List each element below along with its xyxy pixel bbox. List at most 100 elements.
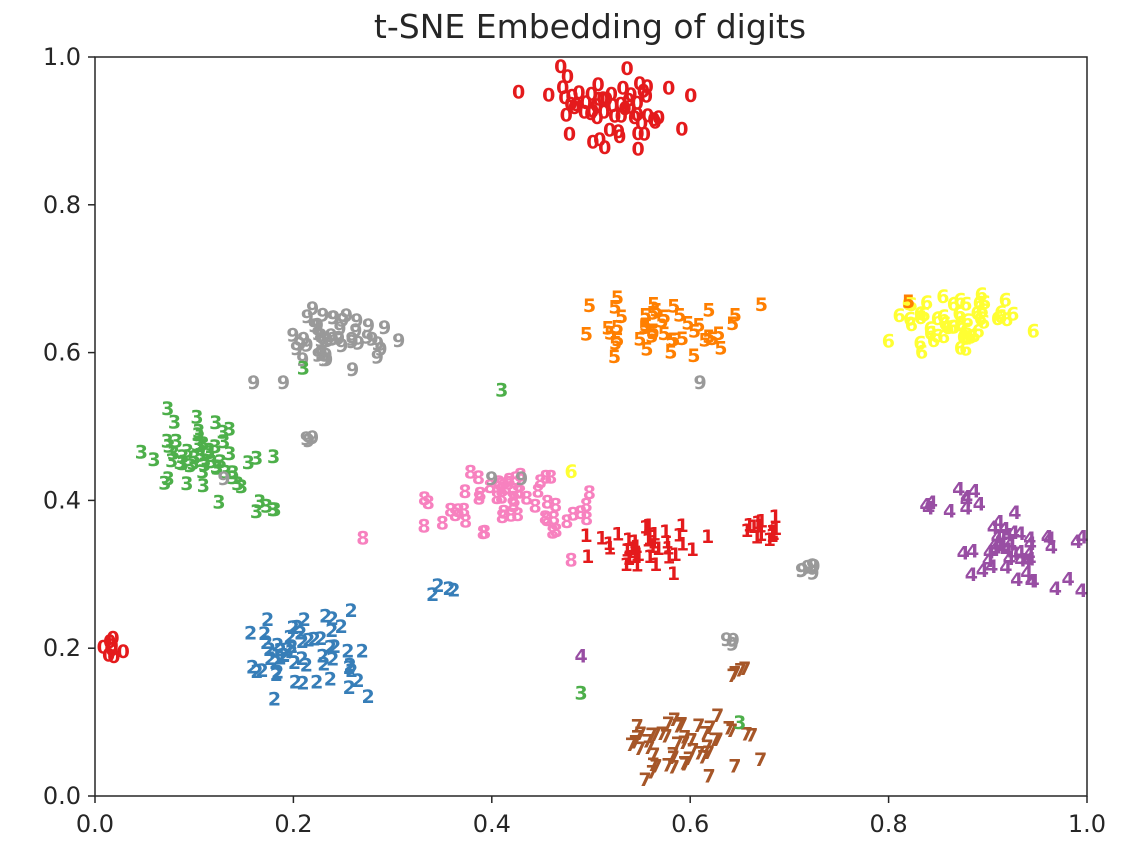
digit-point: 2 xyxy=(351,670,364,692)
digit-point: 8 xyxy=(492,472,505,494)
digit-point: 2 xyxy=(325,620,338,642)
digit-point: 3 xyxy=(268,499,281,521)
digit-point: 9 xyxy=(311,323,324,345)
digit-point: 1 xyxy=(751,512,764,534)
digit-point: 0 xyxy=(568,97,581,119)
digit-point: 2 xyxy=(442,578,455,600)
digit-point: 3 xyxy=(198,454,211,476)
digit-point: 0 xyxy=(631,104,644,126)
digit-point: 7 xyxy=(728,756,741,778)
digit-point: 5 xyxy=(604,323,617,345)
digit-point: 2 xyxy=(288,652,301,674)
digit-point: 6 xyxy=(565,461,578,483)
digit-point: 6 xyxy=(920,292,933,314)
y-tick-label: 0.6 xyxy=(43,339,81,367)
digit-point: 7 xyxy=(722,718,735,740)
digit-point: 6 xyxy=(991,308,1004,330)
digit-point: 2 xyxy=(250,661,263,683)
digit-point: 8 xyxy=(539,507,552,529)
digit-point: 8 xyxy=(511,504,524,526)
digit-point: 8 xyxy=(497,502,510,524)
digit-point: 8 xyxy=(496,506,509,528)
digit-point: 9 xyxy=(720,629,733,651)
digit-point: 4 xyxy=(1014,550,1027,572)
digit-point: 8 xyxy=(508,489,521,511)
digit-point: 0 xyxy=(641,76,654,98)
digit-point: 0 xyxy=(558,87,571,109)
digit-point: 6 xyxy=(953,290,966,312)
digit-point: 5 xyxy=(608,297,621,319)
digit-point: 5 xyxy=(639,314,652,336)
digit-point: 6 xyxy=(924,323,937,345)
digit-point: 7 xyxy=(633,738,646,760)
digit-point: 7 xyxy=(647,754,660,776)
digit-point: 9 xyxy=(320,349,333,371)
digit-point: 9 xyxy=(515,468,528,490)
digit-point: 4 xyxy=(1045,537,1058,559)
digit-point: 4 xyxy=(992,512,1005,534)
digit-point: 9 xyxy=(346,359,359,381)
digit-point: 9 xyxy=(727,630,740,652)
digit-point: 1 xyxy=(676,515,689,537)
digit-point: 7 xyxy=(667,747,680,769)
digit-point: 6 xyxy=(1027,320,1040,342)
digit-point: 2 xyxy=(244,622,257,644)
digit-point: 7 xyxy=(660,726,673,748)
digit-point: 6 xyxy=(975,284,988,306)
digit-point: 0 xyxy=(624,84,637,106)
digit-point: 5 xyxy=(655,311,668,333)
digit-point: 9 xyxy=(320,345,333,367)
digit-point: 4 xyxy=(1075,527,1088,549)
digit-point: 9 xyxy=(361,327,374,349)
digit-point: 6 xyxy=(936,286,949,308)
digit-point: 3 xyxy=(191,434,204,456)
digit-point: 1 xyxy=(643,528,656,550)
digit-point: 1 xyxy=(622,548,635,570)
digit-point: 0 xyxy=(649,112,662,134)
digit-point: 0 xyxy=(584,103,597,125)
digit-point: 2 xyxy=(268,688,281,710)
digit-point: 2 xyxy=(317,654,330,676)
digit-point: 2 xyxy=(271,634,284,656)
digit-point: 1 xyxy=(646,536,659,558)
digit-point: 9 xyxy=(362,315,375,337)
digit-point: 0 xyxy=(631,123,644,145)
digit-point: 8 xyxy=(472,467,485,489)
digit-point: 3 xyxy=(198,450,211,472)
plot-frame xyxy=(94,56,1088,797)
digit-point: 3 xyxy=(184,455,197,477)
digit-point: 0 xyxy=(612,121,625,143)
digit-point: 9 xyxy=(371,347,384,369)
digit-point: 0 xyxy=(684,85,697,107)
digit-point: 5 xyxy=(702,299,715,321)
digit-point: 5 xyxy=(755,294,768,316)
digit-point: 6 xyxy=(903,309,916,331)
digit-point: 7 xyxy=(631,715,644,737)
digit-point: 1 xyxy=(620,554,633,576)
digit-point: 2 xyxy=(278,645,291,667)
digit-point: 0 xyxy=(105,639,118,661)
digit-point: 1 xyxy=(763,529,776,551)
digit-point: 8 xyxy=(472,488,485,510)
digit-point: 1 xyxy=(642,515,655,537)
digit-point: 7 xyxy=(682,748,695,770)
digit-point: 8 xyxy=(539,467,552,489)
digit-point: 2 xyxy=(426,584,439,606)
digit-point: 6 xyxy=(964,327,977,349)
digit-point: 7 xyxy=(668,709,681,731)
digit-point: 6 xyxy=(931,308,944,330)
digit-point: 1 xyxy=(649,554,662,576)
digit-point: 2 xyxy=(319,606,332,628)
digit-point: 6 xyxy=(930,326,943,348)
digit-point: 9 xyxy=(485,468,498,490)
digit-point: 8 xyxy=(549,495,562,517)
digit-point: 0 xyxy=(565,85,578,107)
digit-point: 8 xyxy=(457,500,470,522)
digit-point: 5 xyxy=(712,323,725,345)
digit-point: 4 xyxy=(574,646,587,668)
digit-point: 1 xyxy=(672,525,685,547)
digit-point: 6 xyxy=(1000,309,1013,331)
digit-point: 4 xyxy=(925,492,938,514)
digit-point: 1 xyxy=(766,521,779,543)
